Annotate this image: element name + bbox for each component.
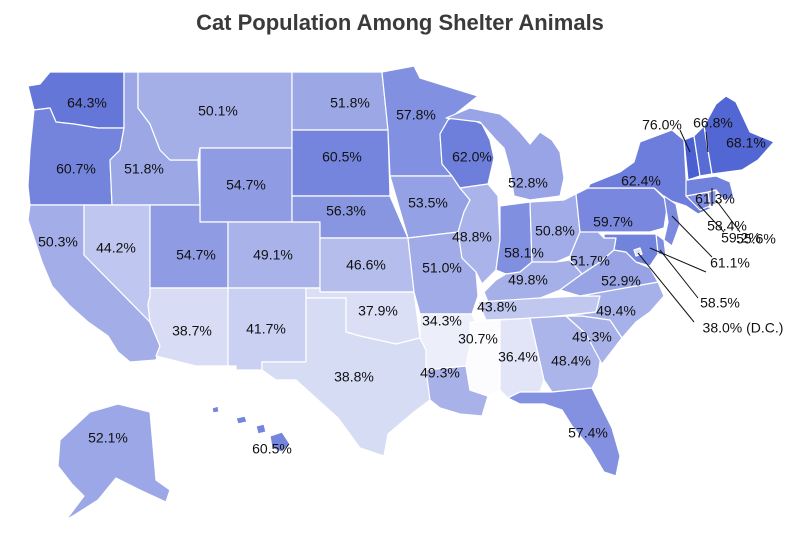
value-label-pa: 59.7% [593, 214, 633, 230]
value-label-nd: 51.8% [330, 95, 370, 111]
value-label-in: 58.1% [504, 245, 544, 261]
leader-line-vt [679, 129, 691, 153]
value-label-me: 68.1% [726, 135, 766, 151]
value-label-ks: 46.6% [346, 257, 386, 273]
value-label-az: 38.7% [172, 323, 212, 339]
value-label-nv: 44.2% [96, 240, 136, 256]
value-label-wy: 54.7% [226, 177, 266, 193]
value-label-hi: 60.5% [252, 441, 292, 457]
value-label-nh: 66.8% [693, 115, 733, 131]
leader-line-dc [637, 252, 695, 323]
leader-lines [637, 129, 741, 323]
leader-line-de [659, 249, 699, 299]
state-nc[interactable] [565, 281, 665, 339]
map-title: Cat Population Among Shelter Animals [196, 10, 604, 35]
value-label-nj: 59.2% [721, 230, 761, 246]
value-label-nm: 41.7% [246, 321, 286, 337]
value-label-wi: 62.0% [452, 149, 492, 165]
value-label-vt: 76.0% [642, 117, 682, 133]
value-label-ut: 54.7% [176, 247, 216, 263]
value-label-ct: 58.4% [707, 218, 747, 234]
value-label-oh: 50.8% [535, 223, 575, 239]
leader-line-nh [705, 131, 709, 153]
value-label-ok: 37.9% [358, 303, 398, 319]
state-shapes [27, 65, 775, 521]
value-label-la: 49.3% [420, 365, 460, 381]
state-ak[interactable] [57, 403, 171, 521]
state-dc[interactable] [633, 247, 643, 257]
value-label-md: 61.1% [710, 255, 750, 271]
value-label-ga: 48.4% [551, 353, 591, 369]
value-label-tx: 38.8% [334, 369, 374, 385]
value-label-ne: 56.3% [326, 203, 366, 219]
value-label-wv: 51.7% [570, 253, 610, 269]
leader-line-ct [697, 203, 725, 233]
value-labels: 64.3% 60.7% 50.3% 51.8% 44.2% 50.1% 54.7% 54.7%… [38, 95, 783, 457]
value-label-tn: 43.8% [477, 299, 517, 315]
state-ma[interactable] [685, 175, 735, 201]
value-label-wa: 64.3% [67, 95, 107, 111]
value-label-ri: 55.6% [736, 231, 776, 247]
value-label-dc: 38.0% (D.C.) [703, 320, 784, 336]
value-label-il: 48.8% [452, 229, 492, 245]
leader-line-md [649, 247, 707, 273]
state-fl[interactable] [507, 387, 621, 477]
state-tx[interactable] [261, 297, 431, 457]
value-label-ma: 61.3% [695, 191, 735, 207]
value-label-ca: 50.3% [38, 234, 78, 250]
value-label-ak: 52.1% [88, 430, 128, 446]
value-label-mn: 57.8% [396, 107, 436, 123]
value-label-mo: 51.0% [422, 260, 462, 276]
value-label-sc: 49.3% [572, 329, 612, 345]
value-label-mt: 50.1% [198, 103, 238, 119]
value-label-fl: 57.4% [568, 425, 608, 441]
value-label-mi: 52.8% [508, 175, 548, 191]
state-il[interactable] [457, 183, 501, 285]
value-label-ky: 49.8% [508, 272, 548, 288]
state-me[interactable] [703, 95, 775, 175]
value-label-ms: 30.7% [458, 331, 498, 347]
state-mi[interactable] [445, 107, 565, 201]
value-label-ny: 62.4% [621, 173, 661, 189]
value-label-sd: 60.5% [322, 149, 362, 165]
value-label-va: 52.9% [601, 273, 641, 289]
value-label-nc: 49.4% [596, 303, 636, 319]
value-label-ia: 53.5% [408, 195, 448, 211]
state-in[interactable] [495, 201, 533, 275]
value-label-id: 51.8% [124, 161, 164, 177]
state-nj[interactable] [663, 195, 681, 247]
value-label-or: 60.7% [56, 161, 96, 177]
value-label-ar: 34.3% [422, 313, 462, 329]
state-hi[interactable] [211, 405, 291, 453]
value-label-de: 58.5% [700, 295, 740, 311]
state-md[interactable] [603, 233, 659, 267]
value-label-co: 49.1% [253, 247, 293, 263]
value-label-al: 36.4% [498, 349, 538, 365]
leader-line-ri [715, 199, 741, 233]
leader-line-nj [671, 215, 713, 258]
